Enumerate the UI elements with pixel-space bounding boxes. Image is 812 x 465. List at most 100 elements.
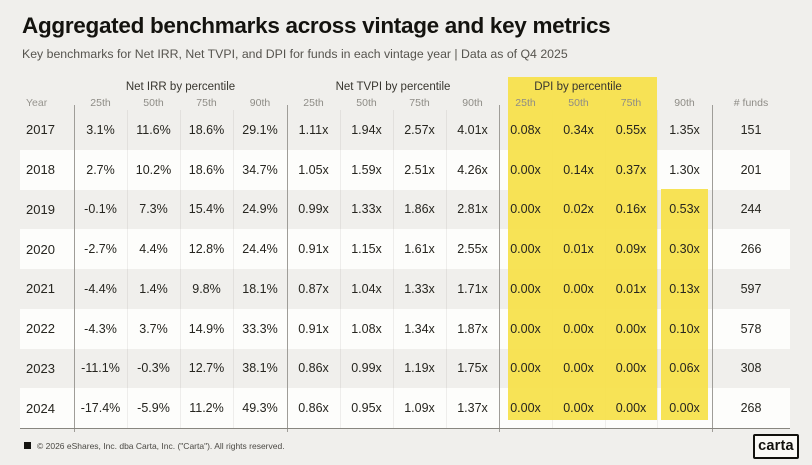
value-cell: 18.1%	[242, 281, 278, 296]
value-cell: 4.26x	[457, 162, 488, 177]
value-cell: 4.4%	[139, 242, 168, 257]
value-cell: 2.57x	[404, 122, 435, 137]
value-cell: -2.7%	[84, 242, 117, 257]
footer-square-mark-icon	[24, 442, 31, 449]
value-cell: 24.9%	[242, 202, 278, 217]
value-cell: -0.1%	[84, 202, 117, 217]
value-cell: 0.09x	[615, 242, 647, 257]
value-cell: 0.01x	[615, 281, 647, 296]
value-cell: 151	[740, 122, 762, 137]
value-cell: 0.00x	[563, 321, 594, 336]
column-header-row: Year 25th 50th 75th 90th 25th 50th 75th 90th 25th…	[20, 95, 790, 110]
value-cell: 0.91x	[298, 321, 329, 336]
year-cell: 2022	[26, 321, 55, 337]
value-cell: 0.86x	[298, 361, 329, 376]
value-cell: 1.59x	[351, 162, 382, 177]
value-cell: 578	[740, 321, 762, 336]
value-cell: 201	[740, 162, 762, 177]
year-cell: 2020	[26, 241, 55, 257]
dpi-90th-highlight-block	[661, 189, 708, 420]
value-cell: 49.3%	[242, 401, 278, 416]
value-cell: 1.94x	[351, 122, 382, 137]
column-header: 25th	[303, 96, 324, 109]
table-row: 2024 -17.4% -5.9% 11.2% 49.3% 0.86x 0.95x 1.09x…	[20, 388, 790, 428]
value-cell: 1.33x	[351, 202, 382, 217]
value-cell: 0.00x	[510, 281, 541, 296]
value-cell: 0.00x	[510, 401, 541, 416]
divider-dpi-funds	[712, 105, 713, 432]
table-row: 2018 2.7% 10.2% 18.6% 34.7% 1.05x 1.59x 2.51x 4.…	[20, 150, 790, 190]
value-cell: 0.00x	[563, 361, 594, 376]
value-cell: 1.4%	[139, 281, 168, 296]
value-cell: 0.55x	[615, 122, 647, 137]
year-cell: 2024	[26, 400, 55, 416]
value-cell: -11.1%	[81, 361, 120, 376]
cell-boundary-line	[393, 110, 394, 428]
cell-boundary-line	[127, 110, 128, 428]
value-cell: 1.08x	[351, 321, 382, 336]
column-header: 90th	[249, 96, 271, 109]
column-header: # funds	[733, 96, 769, 109]
group-header-net-irr: Net IRR by percentile	[125, 81, 236, 93]
value-cell: 11.6%	[136, 122, 171, 137]
value-cell: 1.34x	[404, 321, 435, 336]
value-cell: 0.30x	[669, 242, 700, 257]
value-cell: 0.99x	[298, 202, 329, 217]
value-cell: 244	[740, 202, 762, 217]
value-cell: 24.4%	[242, 242, 278, 257]
table-row: 2021 -4.4% 1.4% 9.8% 18.1% 0.87x 1.04x 1.33x 1.7…	[20, 269, 790, 309]
cell-boundary-line	[180, 110, 181, 428]
page-subtitle: Key benchmarks for Net IRR, Net TVPI, an…	[22, 47, 568, 61]
value-cell: 2.51x	[404, 162, 435, 177]
table-row: 2020 -2.7% 4.4% 12.8% 24.4% 0.91x 1.15x 1.61x 2.…	[20, 229, 790, 269]
value-cell: 0.00x	[510, 361, 541, 376]
column-header: 75th	[196, 96, 217, 109]
cell-boundary-line	[657, 110, 658, 428]
value-cell: 0.34x	[563, 122, 594, 137]
value-cell: 308	[740, 361, 762, 376]
value-cell: 0.06x	[669, 361, 700, 376]
value-cell: 1.05x	[298, 162, 329, 177]
table-bottom-rule	[20, 428, 790, 429]
value-cell: 1.15x	[351, 242, 382, 257]
cell-boundary-line	[340, 110, 341, 428]
value-cell: 11.2%	[189, 401, 224, 416]
column-header: 25th	[90, 96, 111, 109]
value-cell: 14.9%	[188, 321, 225, 336]
value-cell: 0.95x	[351, 401, 382, 416]
year-cell: 2023	[26, 360, 55, 376]
value-cell: 0.00x	[563, 281, 594, 296]
value-cell: 0.13x	[669, 281, 700, 296]
column-header: 75th	[409, 96, 430, 109]
value-cell: 12.7%	[188, 361, 225, 376]
cell-boundary-line	[446, 110, 447, 428]
value-cell: 0.00x	[510, 321, 541, 336]
value-cell: 1.33x	[404, 281, 435, 296]
value-cell: 0.99x	[351, 361, 382, 376]
group-header-net-tvpi: Net TVPI by percentile	[335, 81, 451, 93]
value-cell: 1.87x	[457, 321, 488, 336]
table-row: 2017 3.1% 11.6% 18.6% 29.1% 1.11x 1.94x 2.57x 4.…	[20, 110, 790, 150]
value-cell: 0.91x	[298, 242, 329, 257]
value-cell: 0.87x	[298, 281, 329, 296]
carta-logo-text: carta	[758, 438, 794, 455]
value-cell: 0.00x	[615, 361, 647, 376]
value-cell: 3.7%	[139, 321, 168, 336]
value-cell: 0.16x	[615, 202, 647, 217]
value-cell: 1.09x	[404, 401, 435, 416]
value-cell: 0.00x	[510, 162, 541, 177]
year-cell: 2018	[26, 162, 55, 178]
year-cell: 2017	[26, 122, 55, 138]
column-header: 50th	[356, 96, 377, 109]
table-row: 2023 -11.1% -0.3% 12.7% 38.1% 0.86x 0.99x 1.19x…	[20, 349, 790, 389]
value-cell: -5.9%	[137, 401, 170, 416]
value-cell: 34.7%	[242, 162, 278, 177]
value-cell: 1.19x	[404, 361, 435, 376]
value-cell: 0.00x	[615, 321, 647, 336]
value-cell: 1.75x	[457, 361, 488, 376]
value-cell: 1.11x	[298, 122, 329, 137]
value-cell: 266	[740, 242, 762, 257]
value-cell: -4.3%	[84, 321, 117, 336]
divider-year	[74, 105, 75, 432]
